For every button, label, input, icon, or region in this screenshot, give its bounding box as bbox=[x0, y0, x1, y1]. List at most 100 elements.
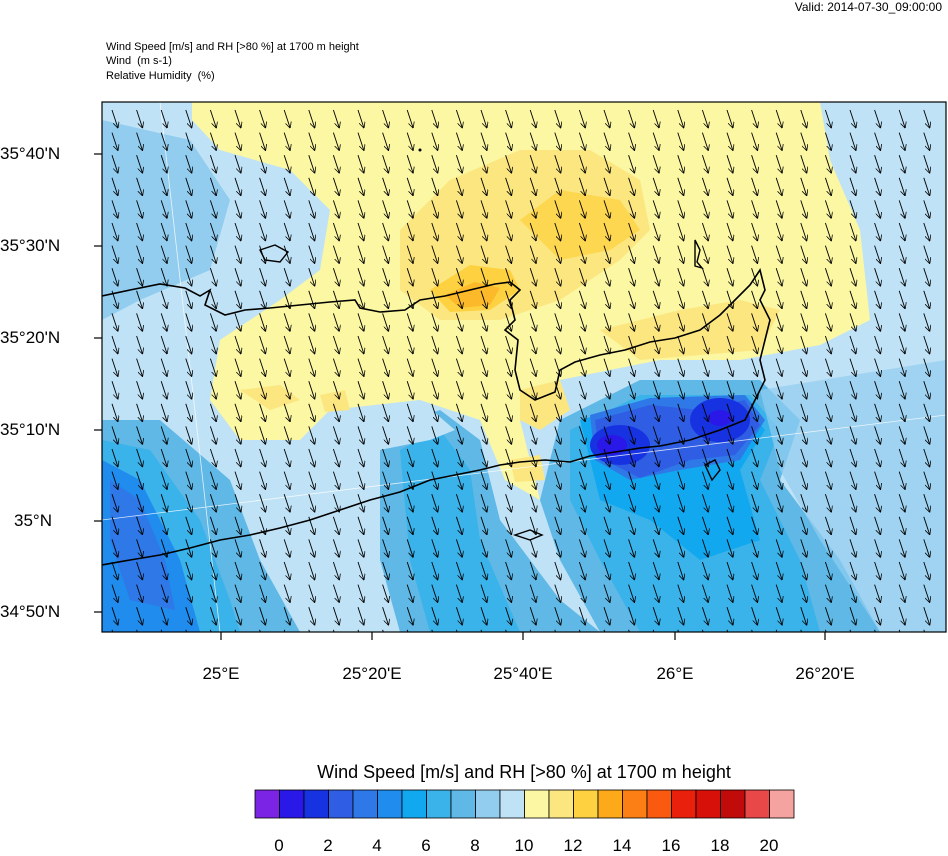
wind-arrow bbox=[628, 358, 635, 377]
wind-arrow bbox=[505, 426, 512, 444]
wind-arrow bbox=[505, 109, 512, 128]
wind-arrow bbox=[603, 200, 610, 218]
wind-arrow bbox=[628, 516, 635, 535]
wind-arrow bbox=[898, 177, 905, 196]
wind-arrow bbox=[357, 448, 364, 467]
wind-arrow bbox=[209, 471, 216, 490]
wind-arrow bbox=[505, 290, 512, 309]
wind-arrow bbox=[628, 155, 635, 173]
wind-arrow bbox=[677, 584, 684, 603]
colorbar-swatch bbox=[548, 789, 574, 819]
lat-label-35-30: 35°30'N bbox=[0, 236, 61, 255]
wind-arrow bbox=[455, 268, 462, 286]
wind-arrow bbox=[751, 607, 758, 625]
wind-arrow bbox=[455, 607, 462, 625]
wind-arrow bbox=[701, 245, 708, 264]
wind-arrow bbox=[677, 109, 684, 128]
wind-arrow bbox=[185, 335, 192, 354]
wind-arrow bbox=[308, 358, 315, 377]
wind-arrow bbox=[505, 561, 512, 580]
wind-arrow bbox=[111, 313, 118, 331]
wind-arrow bbox=[283, 448, 290, 467]
wind-field-label: Wind (m s-1) bbox=[106, 55, 172, 67]
wind-arrow bbox=[751, 561, 758, 580]
wind-arrow bbox=[874, 290, 881, 309]
wind-arrow bbox=[628, 381, 635, 399]
wind-arrow bbox=[529, 607, 536, 625]
wind-arrow bbox=[111, 516, 118, 535]
wind-arrow bbox=[480, 516, 487, 535]
wind-arrow bbox=[529, 132, 536, 151]
wind-arrow bbox=[308, 471, 315, 490]
wind-arrow bbox=[874, 516, 881, 535]
wind-arrow bbox=[652, 471, 659, 490]
wind-arrow bbox=[529, 268, 536, 286]
wind-arrow bbox=[628, 200, 635, 218]
wind-arrow bbox=[382, 584, 389, 603]
rh-label: Relative Humidity bbox=[106, 70, 192, 82]
wind-arrow bbox=[160, 516, 167, 535]
wind-arrow bbox=[357, 381, 364, 399]
wind-arrow bbox=[554, 268, 561, 286]
wind-arrow bbox=[480, 222, 487, 241]
wind-arrow bbox=[529, 290, 536, 309]
wind-arrow bbox=[308, 494, 315, 512]
wind-arrow bbox=[455, 539, 462, 557]
wind-arrow bbox=[701, 381, 708, 399]
wind-arrow bbox=[160, 313, 167, 331]
wind-arrow bbox=[431, 539, 438, 557]
wind-arrow bbox=[775, 245, 782, 264]
wind-arrow bbox=[652, 268, 659, 286]
wind-arrow bbox=[701, 109, 708, 128]
wind-arrow bbox=[480, 109, 487, 128]
wind-arrow bbox=[111, 607, 118, 625]
wind-arrow bbox=[332, 290, 339, 309]
colorbar-swatch bbox=[720, 789, 746, 819]
wind-arrow bbox=[603, 539, 610, 557]
wind-arrow bbox=[628, 584, 635, 603]
wind-arrow bbox=[603, 245, 610, 264]
wind-arrow bbox=[628, 268, 635, 286]
wind-arrow bbox=[923, 607, 930, 625]
wind-arrow bbox=[751, 200, 758, 218]
wind-arrow bbox=[160, 607, 167, 625]
wind-arrow bbox=[824, 155, 831, 173]
wind-arrow bbox=[701, 471, 708, 490]
wind-arrow bbox=[529, 471, 536, 490]
wind-arrow bbox=[824, 200, 831, 218]
wind-arrow bbox=[332, 494, 339, 512]
wind-arrow bbox=[185, 561, 192, 580]
wind-arrow bbox=[332, 607, 339, 625]
wind-arrow bbox=[111, 539, 118, 557]
wind-arrow bbox=[726, 109, 733, 128]
wind-arrow bbox=[824, 268, 831, 286]
wind-arrow bbox=[775, 584, 782, 603]
wind-arrow bbox=[308, 448, 315, 467]
wind-arrow bbox=[652, 313, 659, 331]
wind-arrow bbox=[431, 607, 438, 625]
wind-arrow bbox=[431, 268, 438, 286]
wind-arrow bbox=[209, 584, 216, 603]
wind-arrow bbox=[849, 245, 856, 264]
wind-arrow bbox=[480, 268, 487, 286]
wind-arrow bbox=[185, 245, 192, 264]
wind-arrow bbox=[849, 516, 856, 535]
wind-arrow bbox=[136, 200, 143, 218]
wind-arrow bbox=[677, 358, 684, 377]
lat-label-35: 35°N bbox=[14, 511, 52, 530]
wind-arrow bbox=[160, 539, 167, 557]
wind-arrow bbox=[480, 290, 487, 309]
colorbar-swatch bbox=[401, 789, 427, 819]
wind-arrow bbox=[800, 245, 807, 264]
wind-arrow bbox=[382, 516, 389, 535]
wind-arrow bbox=[701, 516, 708, 535]
wind-arrow bbox=[480, 539, 487, 557]
graticule bbox=[102, 102, 946, 632]
wind-arrow bbox=[505, 245, 512, 264]
wind-arrow bbox=[136, 403, 143, 422]
wind-arrow bbox=[898, 403, 905, 422]
wind-arrow bbox=[332, 448, 339, 467]
wind-arrow bbox=[308, 132, 315, 151]
wind-arrow bbox=[185, 448, 192, 467]
wind-arrow bbox=[751, 313, 758, 331]
